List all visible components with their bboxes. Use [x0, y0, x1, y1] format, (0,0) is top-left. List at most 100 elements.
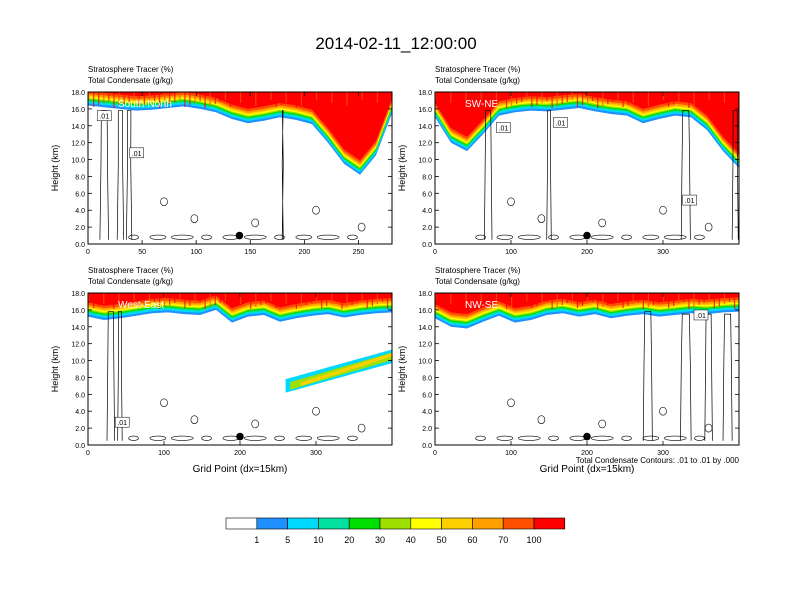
tracer-streak [500, 92, 503, 101]
tracer-streak [460, 92, 462, 108]
tracer-streak [592, 92, 594, 101]
tracer-streak [88, 293, 90, 301]
tracer-streak [571, 293, 573, 301]
contour-label-box [682, 194, 697, 206]
figure-title: 2014-02-11_12:00:00 [315, 34, 476, 53]
tracer-streak [366, 92, 368, 107]
tracer-streak [657, 92, 660, 102]
tracer-streak [470, 293, 472, 305]
panel-title-condensate: Total Condensate (g/kg) [435, 277, 520, 286]
tracer-streak [199, 293, 201, 302]
tracer-streak [174, 92, 176, 102]
tracer-streak [270, 293, 272, 301]
tracer-streak [718, 92, 720, 105]
contour-blob [663, 234, 687, 240]
contour-blob [149, 234, 167, 240]
x-tick-label: 100 [190, 249, 202, 256]
tracer-streak [224, 293, 226, 301]
tracer-streak [536, 92, 538, 105]
colorbar-swatch [225, 517, 258, 530]
tracer-streak [647, 92, 649, 106]
y-tick-label: 10.0 [71, 158, 85, 165]
colorbar-swatch [318, 517, 350, 530]
tracer-streak [316, 293, 318, 301]
tracer-streak [194, 293, 196, 304]
tracer-streak [336, 293, 338, 302]
y-tick-label: 14.0 [71, 325, 85, 332]
x-tick-label: 300 [657, 249, 669, 256]
tracer-streak [708, 293, 710, 301]
tracer-streak [632, 293, 634, 304]
tracer-streak [587, 92, 589, 103]
y-tick-label: 14.0 [418, 124, 432, 131]
y-tick-label: 12.0 [71, 141, 85, 148]
tracer-streak [718, 293, 720, 306]
tracer-streak [133, 293, 135, 301]
tracer-streak [652, 92, 655, 104]
tracer-streak [381, 92, 384, 101]
contour-line [680, 313, 692, 441]
panel-west-east: .01 West-East 0.0 2.0 4.0 6.0 8.0 10.0 12.0 14.0 1… [50, 266, 393, 475]
tracer-streak [153, 293, 156, 302]
tracer-streak [713, 92, 715, 107]
contour-line [722, 313, 733, 441]
y-axis-label: Height (km) [50, 145, 60, 192]
tracer-streak [576, 92, 579, 107]
y-tick-label: 14.0 [71, 124, 85, 131]
tracer-streak [693, 293, 695, 307]
tracer-band-6 [435, 92, 739, 160]
tracer-streak [668, 92, 670, 107]
tracer-streak [204, 293, 206, 309]
plot-frame [87, 91, 393, 245]
y-tick-label: 6.0 [75, 191, 85, 198]
panel-south-north: .01 .01 South-North 0.0 2.0 4.0 6.0 8.0 10.0 12.0… [50, 65, 393, 256]
tracer-streak [285, 293, 287, 304]
colorbar-swatch [379, 517, 412, 530]
tracer-streak [234, 293, 237, 306]
tracer-streak [184, 293, 186, 308]
tracer-streak [622, 293, 624, 308]
tracer-streak [668, 293, 670, 308]
tracer-streak [460, 293, 462, 309]
tracer-streak [305, 92, 308, 104]
contour-blob [243, 234, 267, 240]
tracer-streak [143, 92, 145, 105]
tracer-streak [224, 92, 226, 100]
y-tick-label: 8.0 [422, 174, 432, 181]
tracer-streak [485, 92, 487, 107]
tracer-streak [376, 92, 378, 103]
tracer-streak [341, 92, 343, 108]
tracer-streak [316, 92, 318, 100]
tracer-streak [209, 92, 211, 106]
panel-label: West-East [118, 300, 164, 311]
x-tick-label: 100 [505, 450, 517, 457]
y-tick-label: 16.0 [71, 107, 85, 114]
y-tick-label: 18.0 [418, 90, 432, 97]
tracer-streak [597, 92, 599, 108]
y-tick-label: 2.0 [75, 426, 85, 433]
tracer-streak [321, 293, 323, 308]
contour-blob [160, 197, 168, 207]
contour-blob [537, 214, 546, 223]
tracer-streak [703, 293, 705, 303]
tracer-streak [617, 293, 619, 301]
tracer-streak [108, 92, 110, 101]
contour-label: .01 [132, 151, 142, 158]
tracer-streak [622, 92, 624, 107]
y-tick-label: 12.0 [418, 141, 432, 148]
tracer-streak [209, 293, 211, 307]
tracer-streak [381, 293, 384, 302]
contour-blob [312, 406, 320, 416]
contour-blob [128, 435, 139, 441]
tracer-streak [733, 92, 736, 108]
tracer-streak [143, 293, 145, 306]
tracer-streak [490, 293, 492, 306]
contour-blob [316, 234, 340, 240]
y-tick-label: 8.0 [75, 375, 85, 382]
y-tick-label: 2.0 [75, 225, 85, 232]
tracer-streak [331, 293, 333, 304]
colorbar-label: 60 [467, 535, 477, 545]
contour-blob [347, 435, 358, 441]
tracer-streak [371, 293, 373, 306]
tracer-streak [475, 92, 477, 102]
